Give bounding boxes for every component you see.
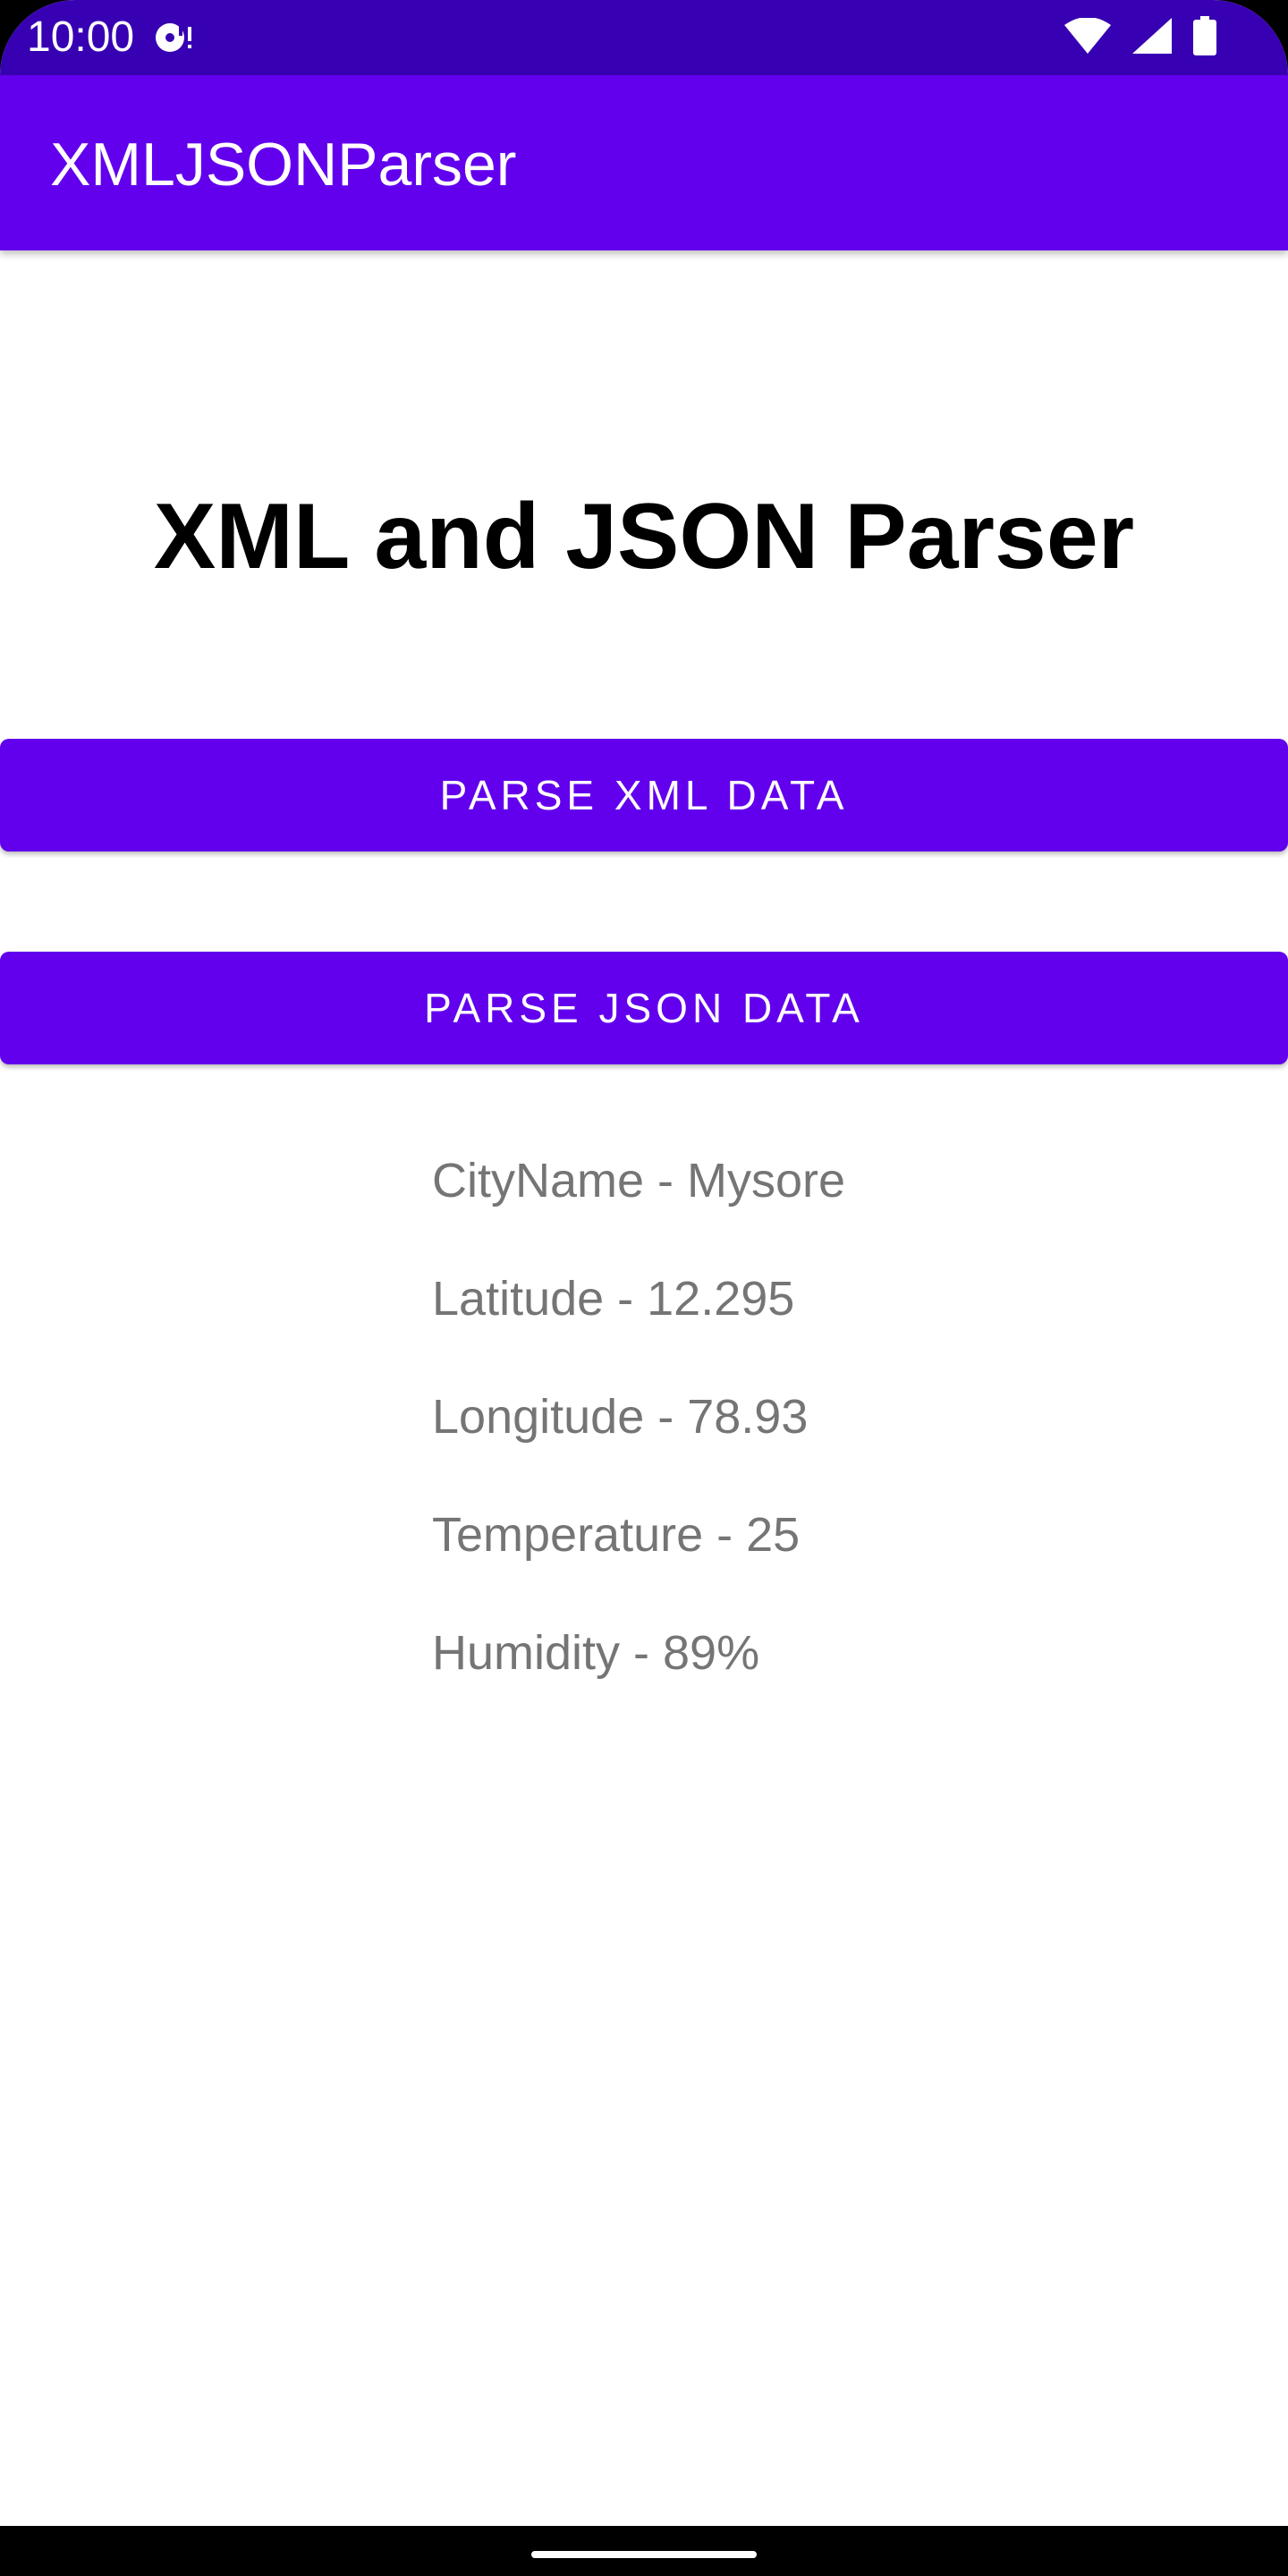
battery-icon — [1193, 15, 1216, 60]
status-bar: 10:00 — [0, 0, 1288, 75]
result-temperature: Temperature - 25 — [432, 1508, 801, 1562]
app-bar: XMLJSONParser — [0, 75, 1288, 250]
result-city-name: CityName - Mysore — [432, 1154, 846, 1208]
result-humidity: Humidity - 89% — [432, 1626, 760, 1680]
home-gesture-handle[interactable] — [531, 2551, 757, 2558]
cellular-signal-icon — [1132, 17, 1172, 58]
status-icons — [1064, 15, 1216, 60]
result-longitude: Longitude - 78.93 — [432, 1390, 809, 1444]
parse-xml-button[interactable]: PARSE XML DATA — [0, 739, 1288, 852]
app-title: XMLJSONParser — [50, 131, 517, 199]
navigation-bar — [0, 2526, 1288, 2576]
media-notification-icon — [154, 20, 197, 55]
status-time: 10:00 — [27, 13, 135, 61]
page-title: XML and JSON Parser — [153, 485, 1135, 589]
parse-json-button[interactable]: PARSE JSON DATA — [0, 952, 1288, 1064]
result-latitude: Latitude - 12.295 — [432, 1272, 795, 1326]
parsed-results: CityName - Mysore Latitude - 12.295 Long… — [432, 1150, 845, 1741]
wifi-icon — [1064, 16, 1111, 58]
